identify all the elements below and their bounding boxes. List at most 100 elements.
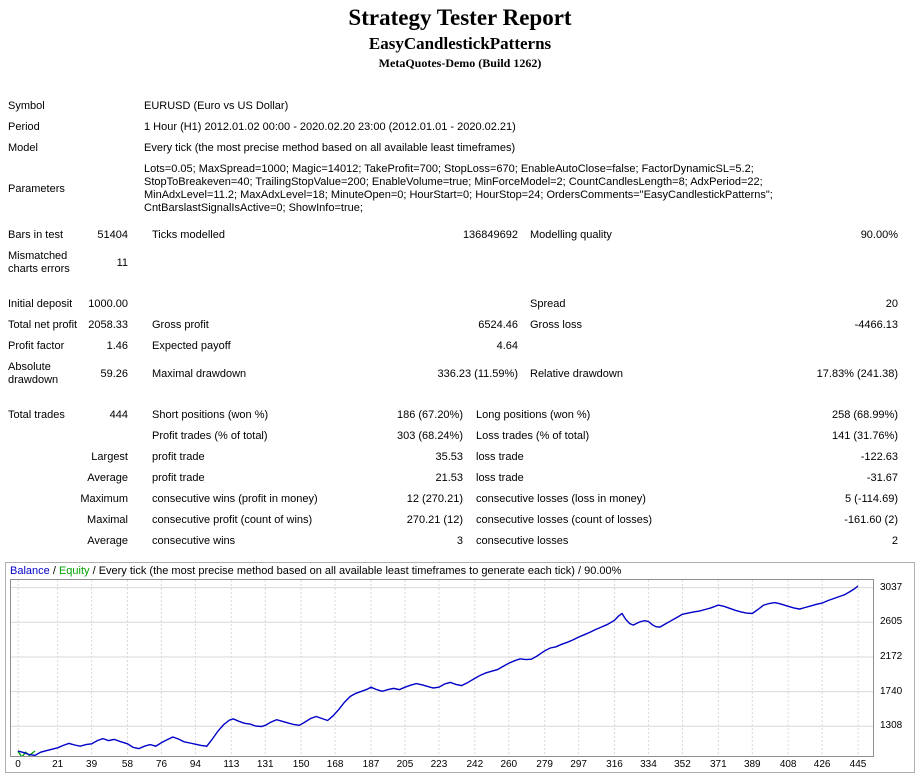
x-axis-label: 445 xyxy=(849,759,867,770)
x-axis-label: 426 xyxy=(813,759,831,770)
x-axis-label: 39 xyxy=(86,759,98,770)
stat-value: 6524.46 xyxy=(478,319,518,331)
stat-label: Bars in test xyxy=(8,229,64,241)
x-axis-label: 223 xyxy=(430,759,448,770)
parameters-label: Parameters xyxy=(8,182,65,195)
stat-label: Loss trades (% of total) xyxy=(476,430,590,442)
stats-row: Average consecutive wins 3 consecutive loss… xyxy=(8,531,898,552)
stat-value: 3 xyxy=(456,535,463,547)
stats-row: Maximal consecutive profit (count of wins… xyxy=(8,510,898,531)
x-axis-label: 389 xyxy=(743,759,761,770)
legend-separator: / xyxy=(89,565,99,577)
x-axis-label: 408 xyxy=(779,759,797,770)
stats-row: Initial deposit 1000.00 Spread 20 xyxy=(8,294,898,315)
stats-row: Absolute drawdown 59.26 Maximal drawdown 33… xyxy=(8,357,898,391)
stats-row: Average profit trade 21.53 loss trade -31.67 xyxy=(8,468,898,489)
stat-label: Gross loss xyxy=(530,319,582,331)
stat-label: Initial deposit xyxy=(8,298,73,310)
parameters-value: Lots=0.05; MaxSpread=1000; Magic=14012; … xyxy=(144,163,773,214)
stat-label: Ticks modelled xyxy=(152,229,225,241)
legend-balance: Balance xyxy=(10,565,50,577)
stat-label: Largest xyxy=(91,451,128,463)
stat-value: 2 xyxy=(891,535,898,547)
x-axis-label: 352 xyxy=(674,759,691,770)
period-label: Period xyxy=(8,121,40,133)
chart-plot-area: 3037 2605 2172 1740 1308 xyxy=(10,579,914,757)
stat-label: consecutive losses xyxy=(476,535,569,547)
stat-label: Maximal drawdown xyxy=(152,367,247,380)
stat-label: consecutive wins (profit in money) xyxy=(152,493,318,505)
stat-label: Gross profit xyxy=(152,319,209,331)
report-title: Strategy Tester Report xyxy=(348,5,572,30)
stat-label: Relative drawdown xyxy=(530,367,623,380)
x-axis-label: 242 xyxy=(466,759,484,770)
stat-label: Average xyxy=(87,472,128,484)
legend-model-text: Every tick (the most precise method base… xyxy=(98,565,622,577)
stat-value: 186 (67.20%) xyxy=(396,409,463,421)
y-axis-label: 2172 xyxy=(880,651,903,662)
stat-label: Maximum xyxy=(80,493,128,505)
stat-value: 270.21 (12) xyxy=(406,514,463,526)
stat-label: Profit factor xyxy=(8,340,65,352)
stats-row: Total net profit 2058.33 Gross profit 6524.… xyxy=(8,315,898,336)
stat-label: Modelling quality xyxy=(530,229,612,241)
stat-label: Average xyxy=(87,535,128,547)
stat-label: consecutive wins xyxy=(152,535,236,547)
stat-value: 1.46 xyxy=(106,340,128,352)
stat-label: Mismatched charts errors xyxy=(8,250,70,275)
model-label: Model xyxy=(8,142,38,154)
x-axis-label: 334 xyxy=(640,759,657,770)
stats-section: Bars in test 51404 Ticks modelled 136849692… xyxy=(8,225,898,552)
stat-value: 1000.00 xyxy=(88,298,128,310)
stat-value: 141 (31.76%) xyxy=(831,430,898,442)
parameters-row: Parameters Lots=0.05; MaxSpread=1000; Ma… xyxy=(8,159,898,219)
x-axis-label: 76 xyxy=(155,759,168,770)
stat-value: -4466.13 xyxy=(854,319,898,331)
stat-label: Short positions (won %) xyxy=(152,409,269,421)
stat-label: consecutive losses (loss in money) xyxy=(476,493,646,505)
stat-value: 258 (68.99%) xyxy=(831,409,898,421)
server-build: MetaQuotes-Demo (Build 1262) xyxy=(378,56,542,70)
stat-value: 21.53 xyxy=(435,472,463,484)
stat-value: 5 (-114.69) xyxy=(845,493,898,505)
stats-row: Largest profit trade 35.53 loss trade -122.6… xyxy=(8,447,898,468)
x-axis-label: 279 xyxy=(536,759,553,770)
stat-value: 2058.33 xyxy=(88,319,128,331)
stat-value: 35.53 xyxy=(435,451,463,463)
balance-chart: Balance / Equity / Every tick (the most … xyxy=(5,562,915,773)
stat-label: consecutive profit (count of wins) xyxy=(152,514,313,526)
stat-value: 51404 xyxy=(97,229,128,241)
stat-label: loss trade xyxy=(476,451,524,463)
x-axis-label: 316 xyxy=(606,759,623,770)
stat-value: 12 (270.21) xyxy=(406,493,463,505)
chart-legend: Balance / Equity / Every tick (the most … xyxy=(6,563,914,579)
stat-label: profit trade xyxy=(152,451,205,463)
balance-curve-svg xyxy=(10,579,874,757)
stat-value: 59.26 xyxy=(100,367,128,380)
x-axis-label: 297 xyxy=(570,759,587,770)
stat-value: -161.60 (2) xyxy=(844,514,898,526)
stat-value: 336.23 (11.59%) xyxy=(437,367,518,380)
symbol-label: Symbol xyxy=(8,100,45,112)
model-row: Model Every tick (the most precise metho… xyxy=(8,138,898,159)
report-header: Strategy Tester Report EasyCandlestickPa… xyxy=(0,0,920,70)
stat-label: loss trade xyxy=(476,472,524,484)
y-axis-label: 2605 xyxy=(880,616,903,628)
x-axis-label: 260 xyxy=(500,759,518,770)
stats-row: Profit trades (% of total) 303 (68.24%) Lo… xyxy=(8,426,898,447)
stats-row: Mismatched charts errors 11 xyxy=(8,246,898,280)
x-axis-label: 371 xyxy=(709,759,727,770)
x-axis-label: 131 xyxy=(256,759,274,770)
stat-label: Profit trades (% of total) xyxy=(152,430,268,442)
x-axis-label: 205 xyxy=(396,759,414,770)
stat-label: Maximal xyxy=(87,514,128,526)
stat-value: 444 xyxy=(109,409,128,421)
symbol-value: EURUSD (Euro vs US Dollar) xyxy=(144,100,289,112)
stat-value: 4.64 xyxy=(496,340,518,352)
x-axis-label: 94 xyxy=(189,759,201,770)
stat-label: Total net profit xyxy=(8,319,78,331)
stat-label: Total trades xyxy=(8,409,65,421)
stat-label: consecutive losses (count of losses) xyxy=(476,514,653,526)
y-axis-label: 3037 xyxy=(880,581,903,593)
